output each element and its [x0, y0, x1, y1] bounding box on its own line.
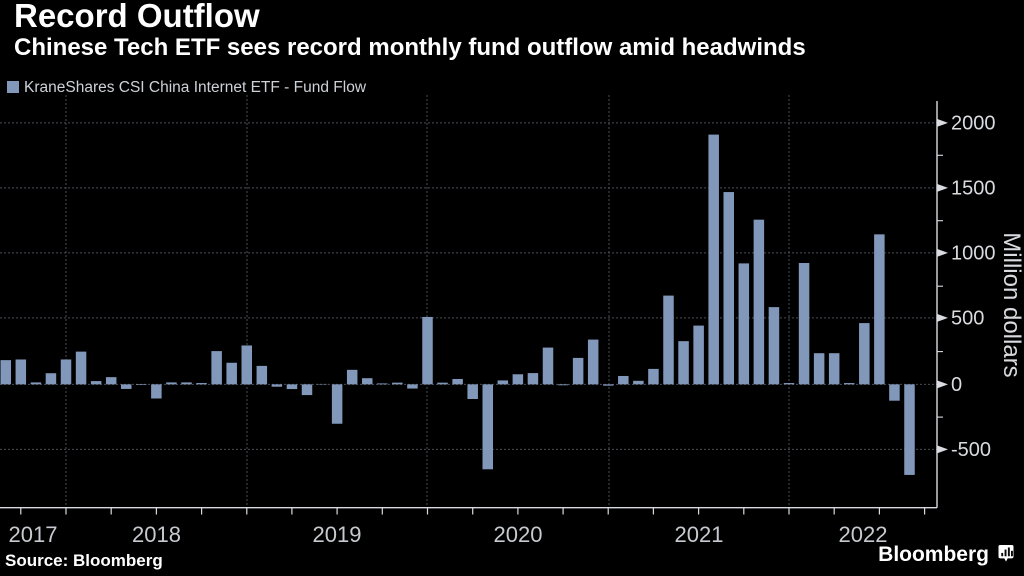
svg-text:2000: 2000 — [951, 113, 996, 135]
svg-text:2018: 2018 — [132, 522, 181, 547]
svg-text:1500: 1500 — [951, 178, 996, 200]
svg-text:-500: -500 — [951, 439, 991, 461]
svg-text:0: 0 — [951, 374, 962, 396]
svg-text:2020: 2020 — [494, 522, 543, 547]
svg-text:500: 500 — [951, 308, 984, 330]
svg-text:2017: 2017 — [9, 522, 58, 547]
svg-text:2019: 2019 — [313, 522, 362, 547]
svg-text:2021: 2021 — [675, 522, 724, 547]
svg-text:1000: 1000 — [951, 243, 996, 265]
svg-text:Million dollars: Million dollars — [998, 232, 1024, 377]
